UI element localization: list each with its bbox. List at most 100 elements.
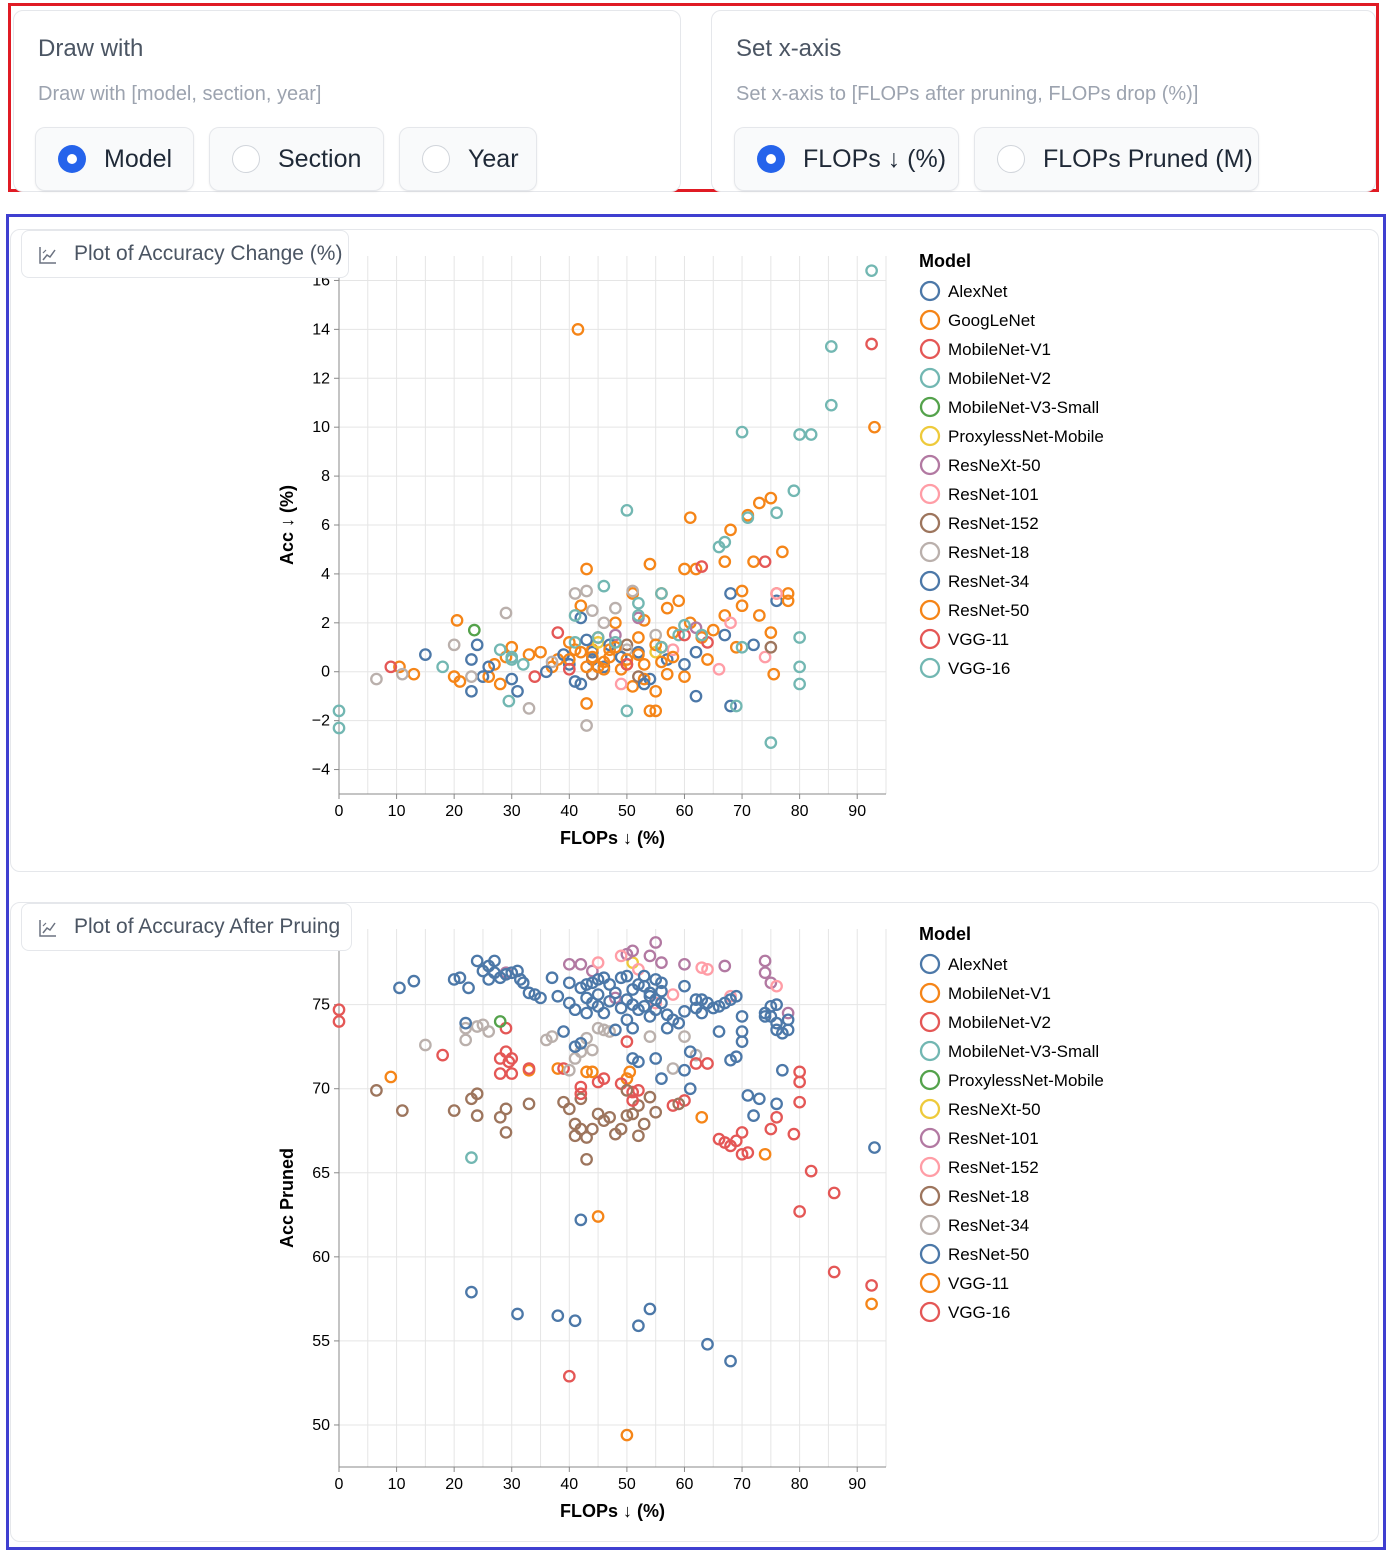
data-point bbox=[436, 1048, 449, 1062]
data-points bbox=[332, 936, 881, 1442]
data-point bbox=[393, 981, 406, 995]
data-point bbox=[623, 1065, 637, 1079]
data-point bbox=[499, 968, 513, 981]
data-point bbox=[557, 1095, 570, 1109]
legend-item-label: MobileNet-V1 bbox=[948, 984, 1051, 1003]
data-point bbox=[758, 1010, 772, 1023]
data-point bbox=[620, 1013, 634, 1027]
data-point bbox=[591, 973, 605, 986]
data-point bbox=[568, 1314, 582, 1328]
data-point bbox=[695, 628, 709, 642]
data-point bbox=[574, 957, 588, 971]
data-point bbox=[683, 511, 697, 525]
data-point bbox=[447, 973, 461, 986]
radio-section[interactable]: Section bbox=[209, 127, 384, 191]
data-point bbox=[764, 1122, 778, 1136]
radio-model[interactable]: Model bbox=[35, 127, 194, 191]
data-point bbox=[649, 704, 663, 718]
accuracy-pruned-chart[interactable]: 0 10 20 30 40 50 60 70 80 90 50 55 60 65 70 75 FLOPs ↓ (… bbox=[11, 903, 1380, 1543]
data-point bbox=[718, 959, 732, 973]
data-point bbox=[735, 1147, 749, 1161]
legend-item-label: ResNet-18 bbox=[948, 1187, 1029, 1206]
data-point bbox=[528, 670, 542, 683]
data-point bbox=[868, 420, 881, 434]
data-point bbox=[626, 1085, 640, 1099]
data-point bbox=[865, 1297, 878, 1311]
x-tick-label: 0 bbox=[335, 803, 344, 820]
data-point bbox=[683, 1082, 697, 1096]
data-point bbox=[758, 555, 772, 569]
data-point bbox=[597, 1072, 611, 1085]
data-point bbox=[643, 557, 657, 571]
data-point bbox=[580, 562, 593, 576]
data-point bbox=[551, 1309, 565, 1323]
data-point bbox=[758, 1147, 772, 1161]
data-point bbox=[678, 1005, 691, 1018]
legend-symbol bbox=[919, 1040, 941, 1062]
radio-flops-pruned-label: FLOPs Pruned (M) bbox=[1043, 145, 1253, 173]
data-point bbox=[620, 704, 634, 718]
data-point bbox=[574, 1036, 588, 1050]
legend-symbol bbox=[919, 512, 941, 534]
data-point bbox=[770, 1097, 783, 1111]
legend-title: Model bbox=[919, 251, 971, 271]
data-point bbox=[585, 650, 599, 664]
data-point bbox=[419, 648, 432, 661]
data-point bbox=[660, 667, 674, 681]
data-point bbox=[620, 1428, 634, 1442]
data-point bbox=[465, 653, 478, 666]
data-point bbox=[706, 1001, 720, 1015]
data-point bbox=[729, 1134, 743, 1148]
data-point bbox=[603, 978, 616, 991]
legend-item-label: VGG-16 bbox=[948, 659, 1010, 678]
data-point bbox=[626, 584, 640, 598]
data-point bbox=[459, 1033, 473, 1047]
legend-item-label: MobileNet-V3-Small bbox=[948, 1042, 1099, 1061]
data-point bbox=[562, 1063, 576, 1077]
data-point bbox=[580, 660, 593, 674]
data-point bbox=[660, 601, 674, 615]
data-point bbox=[724, 1354, 737, 1368]
x-tick-label: 90 bbox=[848, 1476, 866, 1493]
radio-year-indicator bbox=[422, 145, 450, 173]
data-point bbox=[557, 1025, 570, 1038]
legend-symbol bbox=[919, 1301, 941, 1323]
data-point bbox=[637, 658, 651, 671]
data-point bbox=[603, 1110, 616, 1124]
data-point bbox=[499, 1021, 513, 1035]
data-point bbox=[499, 606, 513, 620]
accuracy-change-chart[interactable]: 0 10 20 30 40 50 60 70 80 90−4−20246810121416FLOP… bbox=[11, 230, 1380, 873]
legend-title: Model bbox=[919, 924, 971, 944]
radio-year[interactable]: Year bbox=[399, 127, 537, 191]
radio-flops-pruned[interactable]: FLOPs Pruned (M) bbox=[974, 127, 1259, 191]
data-point bbox=[332, 721, 346, 735]
data-point bbox=[505, 650, 519, 664]
legend-symbol bbox=[919, 541, 941, 563]
data-point bbox=[747, 555, 760, 569]
data-point bbox=[447, 1104, 461, 1117]
data-point bbox=[695, 961, 709, 975]
data-point bbox=[770, 998, 783, 1012]
data-point bbox=[551, 626, 565, 639]
data-point bbox=[770, 1016, 783, 1030]
x-tick-label: 30 bbox=[503, 1476, 521, 1493]
data-point bbox=[465, 1151, 478, 1164]
data-point bbox=[499, 1126, 513, 1139]
chart-icon bbox=[39, 920, 56, 937]
x-tick-label: 20 bbox=[445, 803, 463, 820]
data-point bbox=[632, 609, 645, 622]
data-point bbox=[522, 986, 536, 1000]
legend-symbol bbox=[919, 599, 941, 621]
data-point bbox=[597, 616, 611, 630]
data-point bbox=[752, 496, 766, 510]
data-point bbox=[568, 1003, 582, 1017]
x-tick-label: 10 bbox=[388, 803, 406, 820]
data-point bbox=[568, 1052, 582, 1065]
legend-symbol bbox=[919, 1069, 941, 1091]
data-point bbox=[562, 1102, 576, 1116]
x-tick-label: 70 bbox=[733, 803, 751, 820]
radio-model-indicator bbox=[58, 145, 86, 173]
radio-flops-drop[interactable]: FLOPs ↓ (%) bbox=[734, 127, 959, 191]
data-point bbox=[695, 1110, 709, 1124]
data-point bbox=[632, 1129, 645, 1143]
